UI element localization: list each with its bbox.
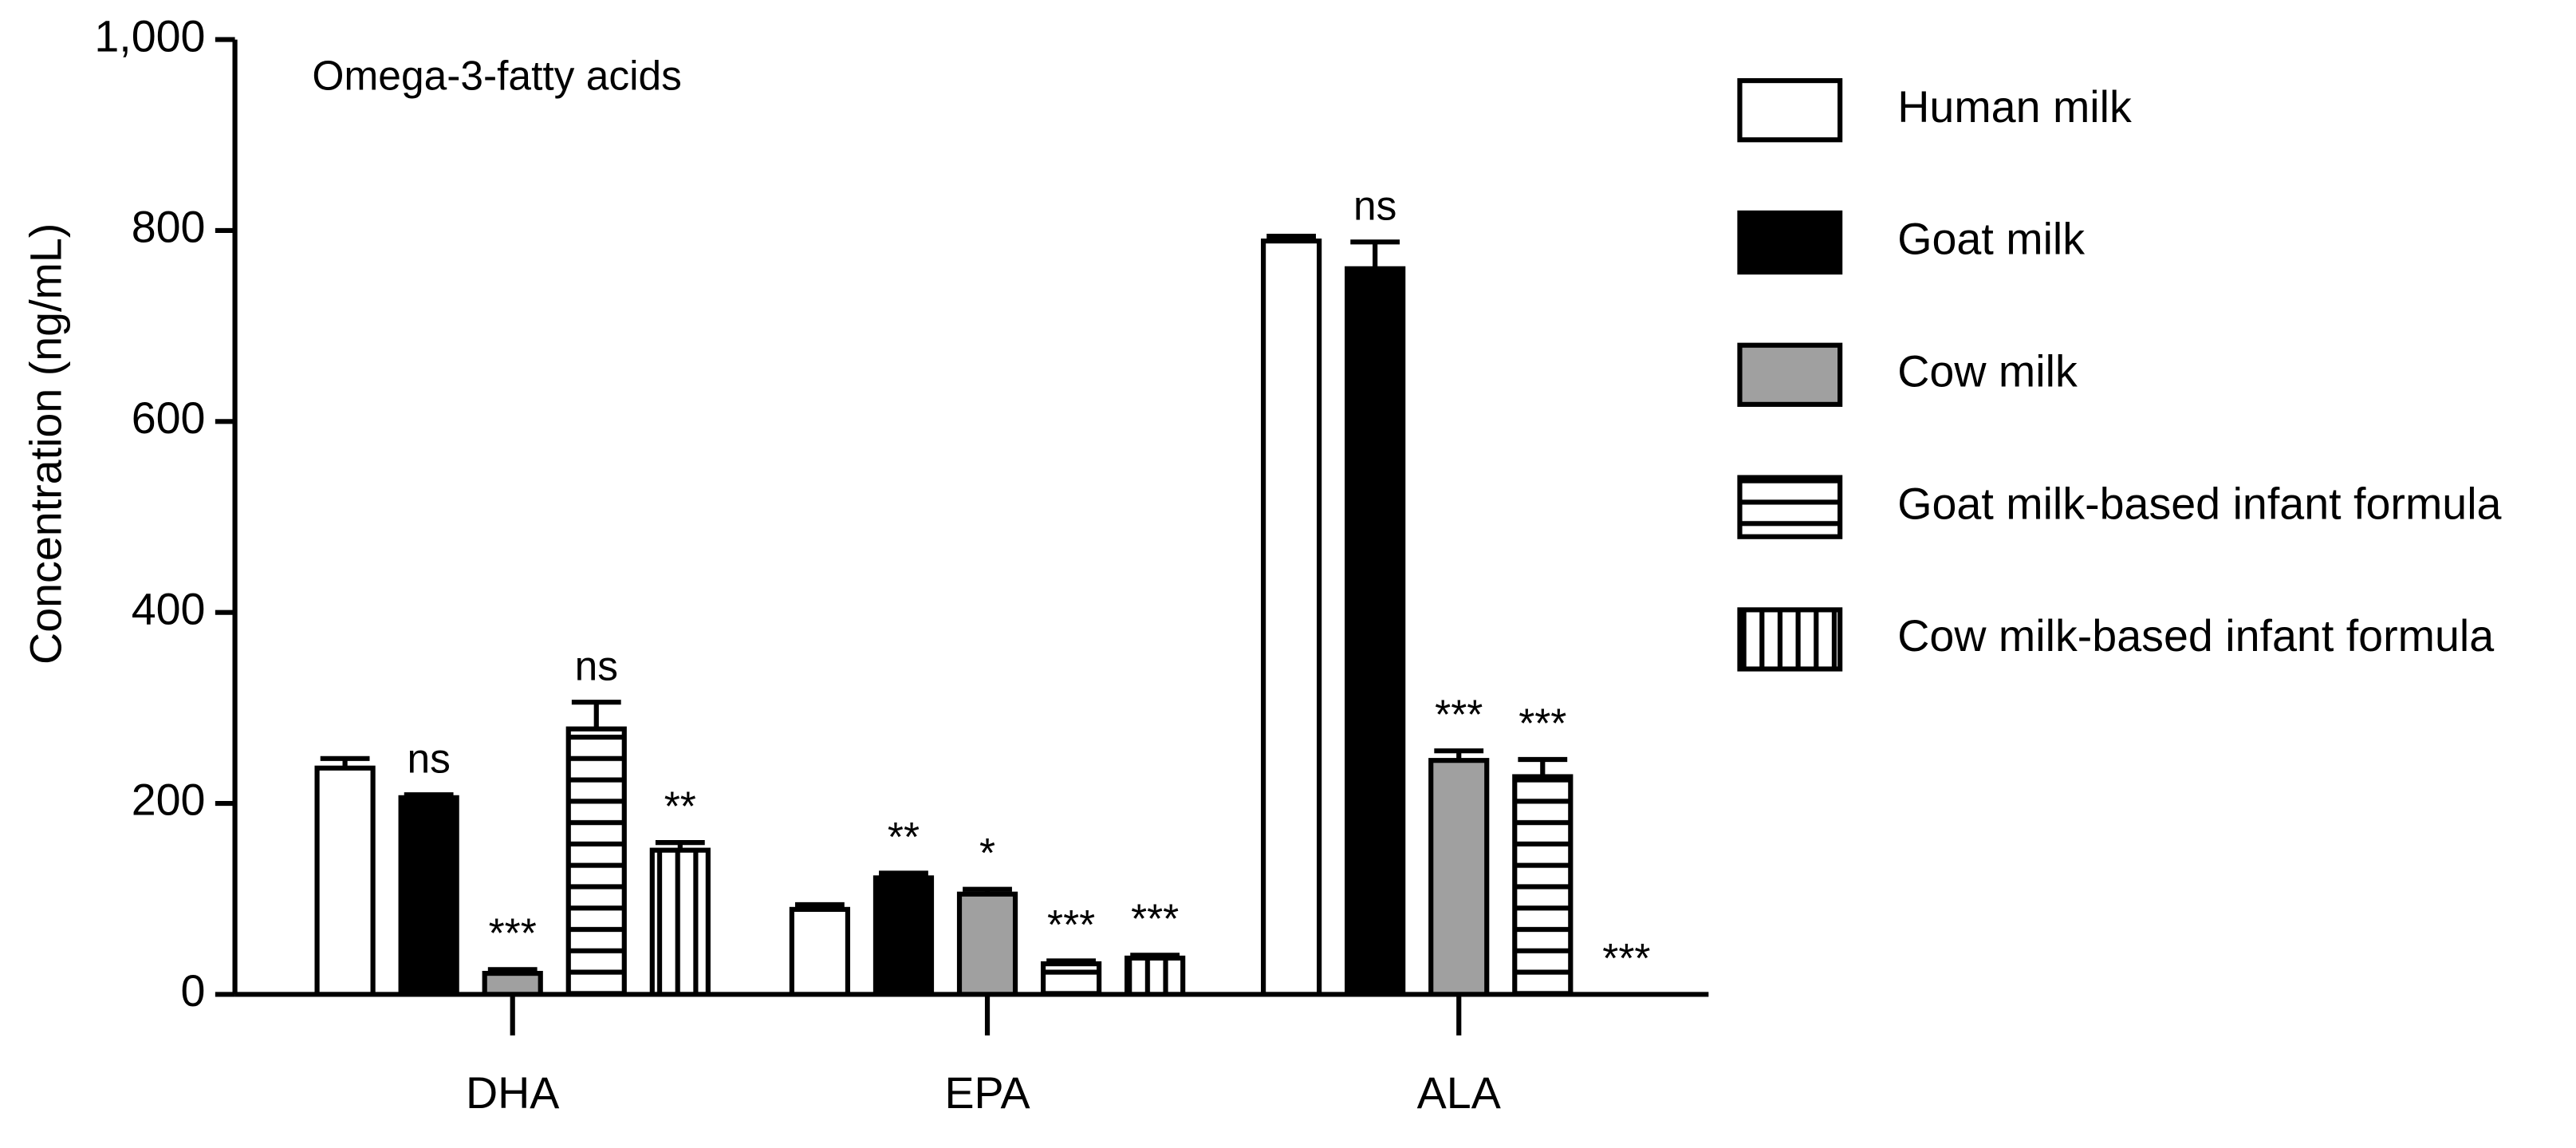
error-bar <box>571 700 621 729</box>
legend-label: Goat milk-based infant formula <box>1897 479 2501 528</box>
error-bar <box>487 967 538 974</box>
bar <box>872 875 935 997</box>
y-tick-label: 400 <box>132 584 206 633</box>
significance-label: *** <box>1602 935 1650 981</box>
bar <box>482 970 543 997</box>
bar <box>565 726 627 997</box>
x-tick-label: EPA <box>944 1068 1030 1118</box>
bar <box>649 847 711 997</box>
legend-label: Human milk <box>1897 82 2132 132</box>
significance-label: * <box>979 830 995 876</box>
significance-label: *** <box>1435 692 1483 738</box>
bar <box>956 891 1018 997</box>
bar <box>1125 955 1186 997</box>
legend-swatch <box>1737 210 1843 275</box>
error-bar <box>879 870 928 878</box>
bar <box>1345 266 1406 997</box>
significance-label: ** <box>664 783 696 830</box>
error-bar <box>1350 239 1400 269</box>
error-bar <box>963 886 1012 894</box>
legend-swatch <box>1737 607 1843 672</box>
bar <box>314 765 376 997</box>
significance-label: ns <box>407 736 450 782</box>
legend-swatch <box>1737 77 1843 143</box>
significance-label: *** <box>1518 700 1566 746</box>
x-tick-label: ALA <box>1417 1068 1501 1118</box>
bar <box>1428 758 1490 997</box>
error-bar <box>1046 958 1096 965</box>
bar <box>789 906 851 997</box>
error-bar <box>404 792 454 798</box>
x-tick-label: DHA <box>466 1068 559 1118</box>
error-bar <box>655 840 705 850</box>
error-bar <box>1434 748 1484 761</box>
bar <box>1512 774 1574 997</box>
significance-label: *** <box>489 910 537 957</box>
legend-swatch <box>1737 342 1843 407</box>
y-tick-label: 0 <box>181 966 206 1016</box>
y-tick-label: 200 <box>132 775 206 825</box>
significance-label: ns <box>575 643 618 689</box>
chart-title: Omega-3-fatty acids <box>312 53 682 99</box>
legend-label: Cow milk <box>1897 346 2078 396</box>
y-tick-label: 600 <box>132 393 206 443</box>
bar <box>1261 239 1322 997</box>
error-bar <box>1518 756 1568 777</box>
error-bar <box>795 901 845 909</box>
error-bar <box>1130 953 1180 958</box>
legend-label: Cow milk-based infant formula <box>1897 611 2494 661</box>
error-bar <box>1266 234 1317 242</box>
significance-label: ** <box>888 814 920 860</box>
error-bar <box>320 755 370 768</box>
bar <box>398 795 459 997</box>
bar <box>1040 961 1102 997</box>
y-tick-label: 1,000 <box>94 11 205 61</box>
significance-label: *** <box>1047 901 1095 948</box>
significance-label: ns <box>1353 183 1396 229</box>
y-axis-label: Concentration (ng/mL) <box>21 223 70 665</box>
significance-label: *** <box>1131 896 1179 942</box>
y-tick-label: 800 <box>132 203 206 252</box>
legend-label: Goat milk <box>1897 215 2085 264</box>
legend-swatch <box>1737 475 1843 539</box>
